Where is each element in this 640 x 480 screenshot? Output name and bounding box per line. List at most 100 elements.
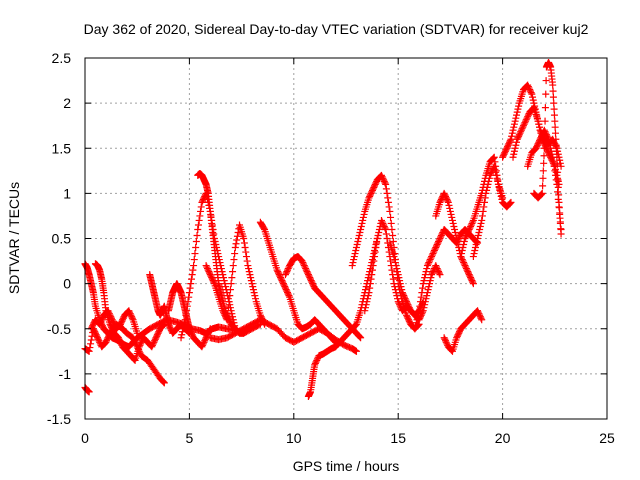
data-point: [199, 197, 207, 205]
data-point: [548, 150, 556, 158]
data-point: [506, 138, 514, 146]
data-point: [98, 314, 106, 322]
data-point: [470, 250, 478, 258]
data-point: [351, 250, 359, 258]
data-point: [366, 191, 374, 199]
data-point: [462, 231, 470, 239]
data-point: [398, 289, 406, 297]
data-point: [511, 144, 519, 152]
data-point: [366, 280, 374, 288]
data-point: [515, 132, 523, 140]
data-point: [477, 314, 485, 322]
data-point: [448, 347, 456, 355]
data-point: [474, 307, 482, 315]
data-point: [454, 331, 462, 339]
data-point: [524, 113, 532, 121]
data-point: [479, 207, 487, 215]
data-point: [398, 286, 406, 294]
data-point: [476, 222, 484, 230]
data-point: [468, 219, 476, 227]
data-point: [365, 194, 373, 202]
data-point: [380, 221, 388, 229]
series-prn-c: [81, 260, 264, 351]
series-prn-n: [304, 235, 381, 400]
data-point: [110, 320, 118, 328]
data-point: [284, 266, 292, 274]
data-point: [540, 152, 548, 160]
data-point: [490, 154, 498, 162]
data-point: [467, 222, 475, 230]
data-point: [550, 162, 558, 170]
data-point: [153, 331, 161, 339]
data-point: [430, 248, 438, 256]
data-point: [311, 359, 319, 367]
data-point: [190, 262, 198, 270]
data-point: [422, 268, 430, 276]
data-point: [529, 96, 537, 104]
data-point: [551, 167, 559, 175]
data-point: [411, 325, 419, 333]
data-point: [543, 132, 551, 140]
data-point: [356, 228, 364, 236]
data-point: [556, 159, 564, 167]
data-point: [417, 293, 425, 301]
data-point: [538, 190, 546, 198]
data-point: [355, 231, 363, 239]
data-point: [458, 250, 466, 258]
data-point: [191, 250, 199, 258]
data-point: [104, 307, 112, 315]
data-point: [511, 117, 519, 125]
data-point: [273, 266, 281, 274]
data-point: [499, 153, 507, 161]
data-point: [92, 331, 100, 339]
data-point: [193, 231, 201, 239]
data-point: [199, 340, 207, 348]
data-point: [361, 286, 369, 294]
data-point: [87, 340, 95, 348]
data-point: [512, 114, 520, 122]
data-point: [537, 191, 545, 199]
data-point: [304, 269, 312, 277]
data-point: [389, 231, 397, 239]
data-point: [368, 188, 376, 196]
data-point: [281, 283, 289, 291]
data-point: [204, 266, 212, 274]
data-point: [448, 213, 456, 221]
data-point: [201, 335, 209, 343]
data-point: [368, 271, 376, 279]
data-point: [242, 248, 250, 256]
data-point: [491, 158, 499, 166]
data-point: [226, 292, 234, 300]
data-point: [370, 183, 378, 191]
data-point: [464, 269, 472, 277]
data-point: [165, 320, 173, 328]
data-point: [532, 144, 540, 152]
data-point: [453, 235, 461, 242]
data-point: [550, 99, 558, 107]
data-point: [128, 313, 136, 321]
data-point: [150, 338, 158, 346]
data-point: [355, 235, 363, 242]
data-point: [413, 316, 421, 324]
data-point: [542, 131, 550, 139]
data-point: [105, 308, 113, 316]
data-point: [103, 337, 111, 345]
data-point: [208, 275, 216, 283]
data-point: [187, 280, 195, 288]
data-point: [225, 298, 233, 306]
data-point: [368, 186, 376, 194]
data-point: [359, 216, 367, 224]
data-point: [472, 241, 480, 249]
data-point: [427, 254, 435, 262]
data-point: [544, 134, 552, 142]
data-point: [459, 257, 467, 265]
data-point: [547, 147, 555, 155]
data-point: [491, 165, 499, 173]
series-prn-g: [165, 280, 214, 351]
data-point: [451, 225, 459, 233]
data-point: [203, 265, 211, 273]
data-point: [96, 338, 104, 346]
data-point: [535, 137, 543, 145]
data-point: [399, 290, 407, 298]
data-point: [116, 320, 124, 328]
